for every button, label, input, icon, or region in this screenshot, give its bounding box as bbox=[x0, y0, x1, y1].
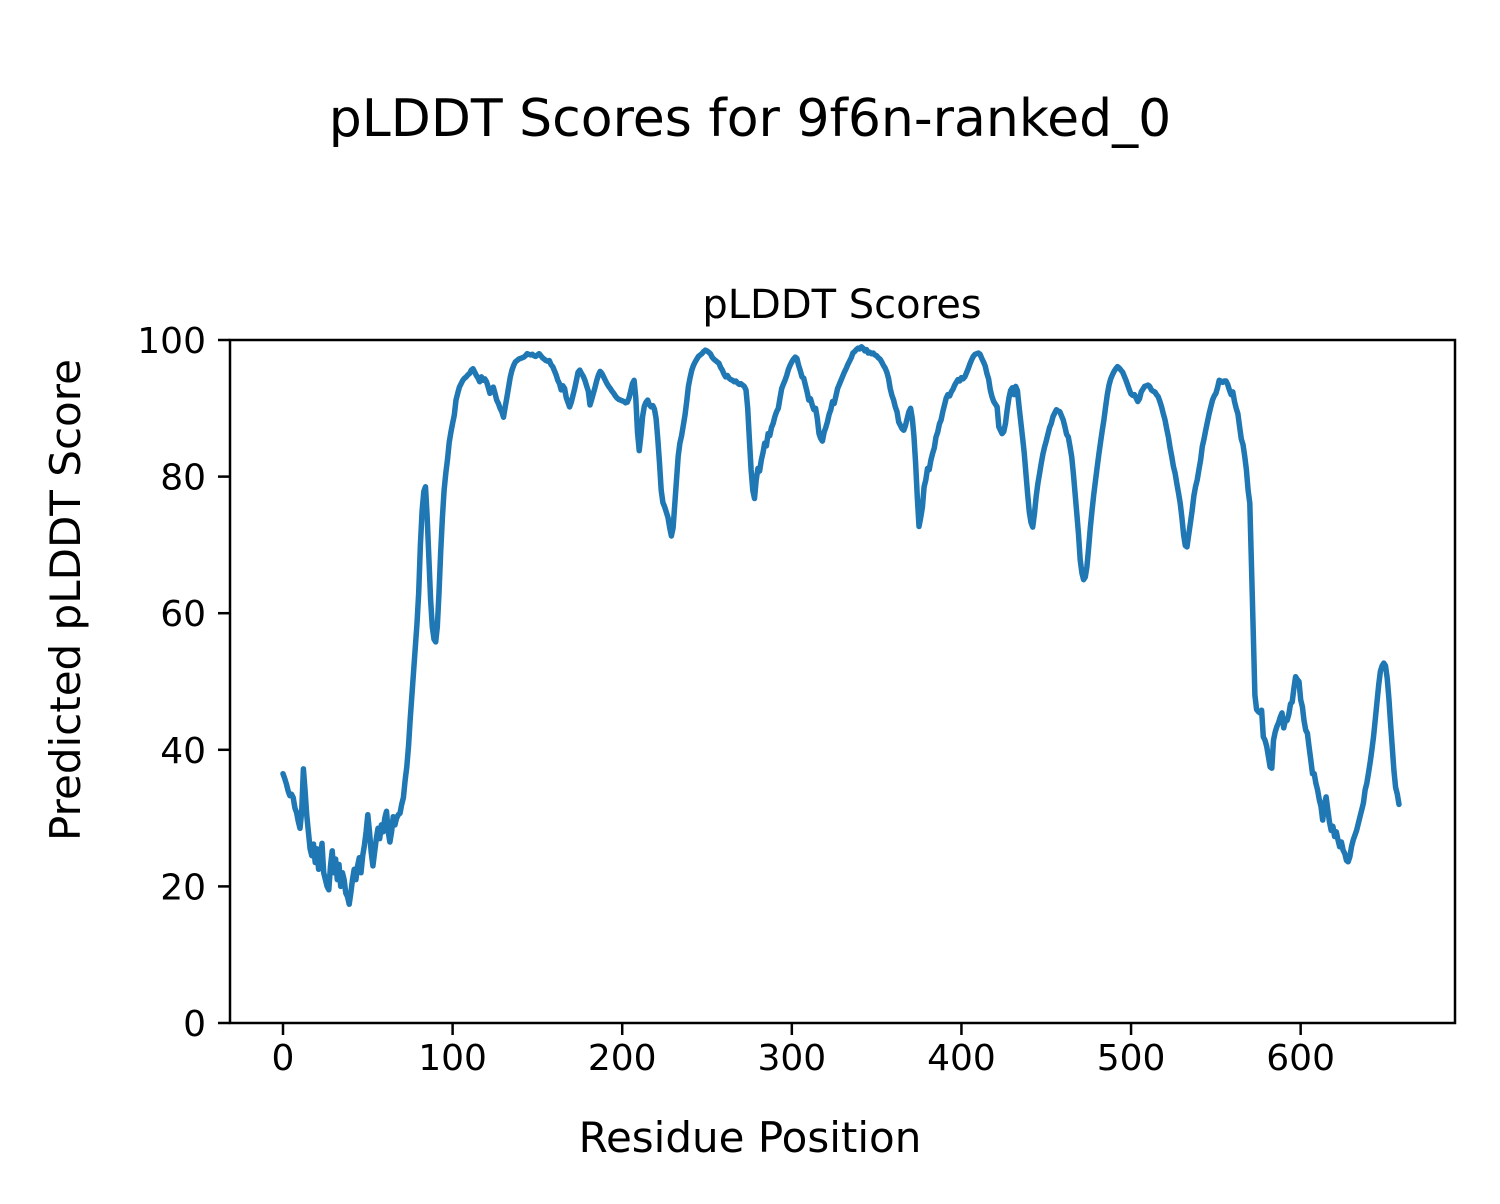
x-tick-label: 400 bbox=[927, 1038, 996, 1079]
y-tick-label: 100 bbox=[137, 321, 206, 362]
y-axis-ticks: 0 20 40 60 80 100 bbox=[137, 321, 230, 1045]
y-tick-label: 20 bbox=[160, 867, 206, 908]
plddt-line bbox=[280, 344, 1402, 907]
y-tick-label: 60 bbox=[160, 594, 206, 635]
plot-frame bbox=[228, 338, 1457, 1025]
y-tick-label: 0 bbox=[183, 1004, 206, 1045]
y-tick-label: 80 bbox=[160, 458, 206, 499]
x-tick-label: 600 bbox=[1266, 1038, 1335, 1079]
x-tick-label: 500 bbox=[1097, 1038, 1166, 1079]
x-tick-label: 200 bbox=[588, 1038, 657, 1079]
y-tick-label: 40 bbox=[160, 731, 206, 772]
figure-title: pLDDT Scores for 9f6n-ranked_0 bbox=[329, 89, 1171, 149]
x-axis-ticks: 0 100 200 300 400 500 600 bbox=[272, 1023, 1335, 1079]
x-tick-label: 300 bbox=[757, 1038, 826, 1079]
y-axis-label: Predicted pLDDT Score bbox=[41, 359, 90, 841]
x-axis-label: Residue Position bbox=[579, 1113, 922, 1162]
x-tick-label: 0 bbox=[272, 1038, 295, 1079]
axes-title: pLDDT Scores bbox=[702, 282, 981, 328]
x-tick-label: 100 bbox=[418, 1038, 487, 1079]
